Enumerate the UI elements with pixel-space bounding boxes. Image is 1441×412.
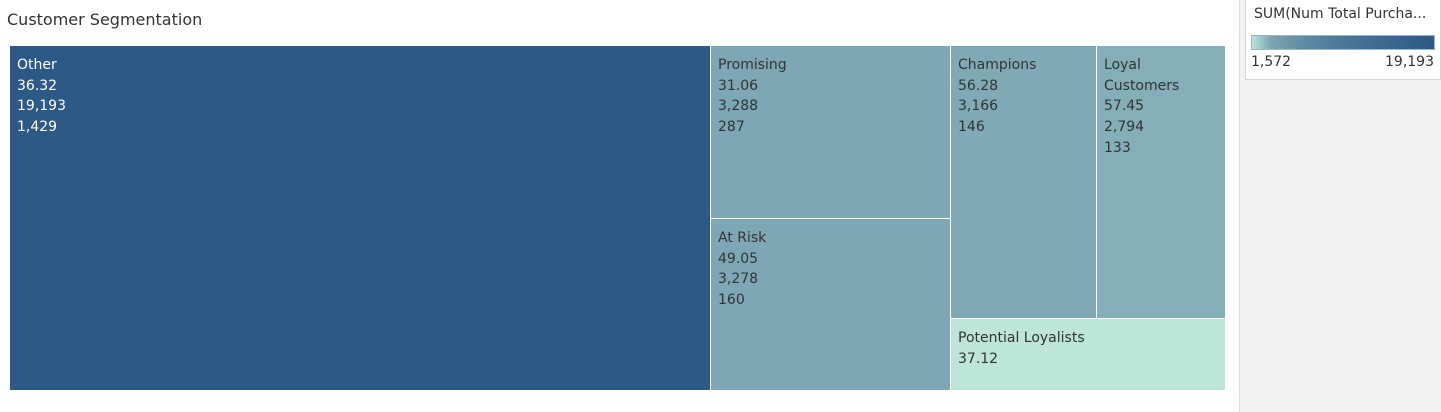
tile-value: 56.28 — [958, 77, 999, 94]
tile-value: 31.06 — [718, 77, 759, 94]
treemap-tile-champions[interactable]: Champions 56.28 3,166 146 — [951, 46, 1096, 318]
legend-title: SUM(Num Total Purcha... — [1254, 6, 1427, 22]
legend-color-ramp — [1251, 35, 1435, 50]
tile-value: 287 — [718, 119, 745, 136]
tile-value: 1,429 — [17, 119, 58, 136]
tile-value: 36.32 — [17, 77, 58, 94]
treemap: Other 36.32 19,193 1,429 Promising 31.06 3,288… — [10, 46, 1225, 390]
tile-value: 3,166 — [958, 98, 999, 115]
tile-label: Loyal Customers — [1104, 57, 1180, 94]
treemap-tile-loyal-customers[interactable]: Loyal Customers 57.45 2,794 133 — [1097, 46, 1225, 318]
tile-value: 3,288 — [718, 98, 759, 115]
tile-value: 146 — [958, 119, 985, 136]
treemap-tile-other[interactable]: Other 36.32 19,193 1,429 — [10, 46, 710, 390]
legend-min-label: 1,572 — [1251, 54, 1292, 70]
tile-value: 3,278 — [718, 271, 759, 288]
color-legend[interactable]: SUM(Num Total Purcha... 1,572 19,193 — [1245, 0, 1441, 80]
tile-label: Champions — [958, 57, 1037, 73]
treemap-tile-at-risk[interactable]: At Risk 49.05 3,278 160 — [711, 219, 950, 390]
tile-value: 49.05 — [718, 250, 759, 267]
tile-value: 133 — [1104, 139, 1131, 156]
tile-label: Promising — [718, 57, 787, 73]
treemap-tile-potential-loyalists[interactable]: Potential Loyalists 37.12 — [951, 319, 1225, 390]
treemap-tile-promising[interactable]: Promising 31.06 3,288 287 — [711, 46, 950, 218]
tile-value: 160 — [718, 292, 745, 309]
chart-title: Customer Segmentation — [7, 10, 203, 29]
tile-label: Potential Loyalists — [958, 330, 1085, 346]
legend-max-label: 19,193 — [1385, 54, 1434, 70]
tile-value: 37.12 — [958, 350, 999, 367]
tile-value: 19,193 — [17, 98, 66, 115]
tile-label: At Risk — [718, 230, 767, 246]
tile-value: 57.45 — [1104, 98, 1145, 115]
tile-value: 2,794 — [1104, 119, 1145, 136]
tile-label: Other — [17, 57, 57, 73]
